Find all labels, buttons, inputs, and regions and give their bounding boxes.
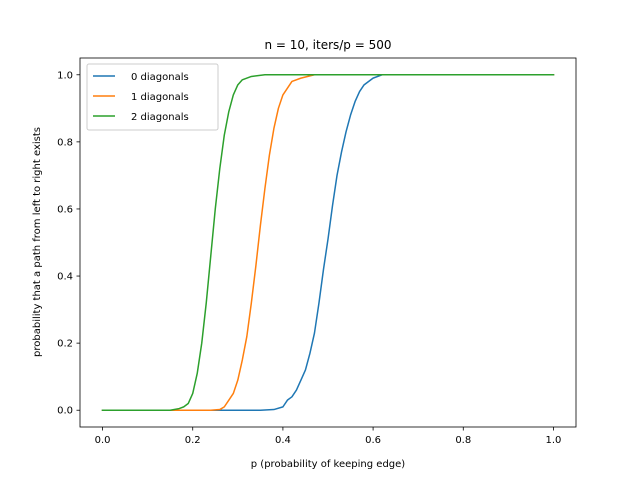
- legend-box: [86, 63, 219, 131]
- y-tick-label: 0.0: [57, 406, 73, 417]
- x-tick-label: 1.0: [546, 435, 562, 446]
- plot-frame: [79, 57, 577, 428]
- legend: 0 diagonals 1 diagonals 2 diagonals: [86, 63, 219, 131]
- legend-label-2: 2 diagonals: [131, 112, 189, 123]
- x-tick-label: 0.2: [185, 435, 201, 446]
- legend-label-0: 0 diagonals: [131, 72, 189, 83]
- y-axis-label: probability that a path from left to rig…: [32, 127, 43, 357]
- series-layer: [101, 74, 555, 411]
- chart-title: n = 10, iters/p = 500: [264, 38, 391, 52]
- x-axis-label: p (probability of keeping edge): [251, 459, 406, 470]
- ticks-layer: 0.0 0.2 0.4 0.6 0.8 1.0 0.0 0.2 0.4 0.6 0.8 1.0: [57, 70, 561, 446]
- y-tick-label: 1.0: [57, 70, 73, 81]
- legend-label-1: 1 diagonals: [131, 92, 189, 103]
- y-tick-label: 0.2: [57, 339, 73, 350]
- x-tick-label: 0.8: [455, 435, 471, 446]
- y-tick-label: 0.6: [57, 204, 73, 215]
- series-line-2: [101, 74, 555, 411]
- y-tick-label: 0.8: [57, 137, 73, 148]
- series-line-1: [101, 74, 555, 411]
- x-tick-label: 0.6: [365, 435, 381, 446]
- series-line-0: [101, 74, 555, 411]
- y-tick-label: 0.4: [57, 272, 73, 283]
- x-tick-label: 0.4: [275, 435, 291, 446]
- x-tick-label: 0.0: [95, 435, 111, 446]
